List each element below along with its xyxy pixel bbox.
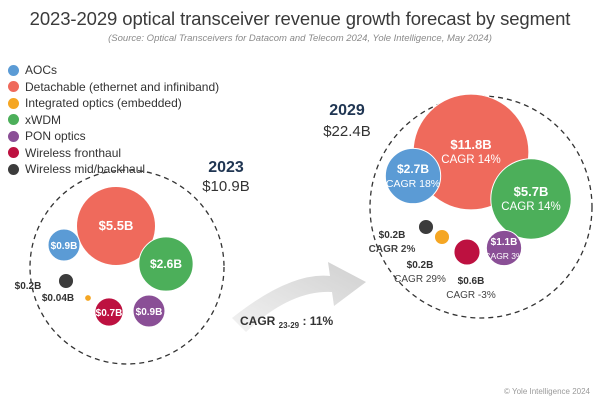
chart-title: 2023-2029 optical transceiver revenue gr… <box>29 8 571 29</box>
cagr-2029-midbackhaul: CAGR 2% <box>369 244 416 255</box>
cagr-arrow-label: CAGR 23-29 : 11% <box>240 314 333 330</box>
legend-dot-integrated <box>8 97 19 109</box>
legend-dot-aoc <box>8 64 19 76</box>
legend: AOCs Detachable (ethernet and infiniband… <box>8 62 219 178</box>
label-2029-pon: $1.1B <box>491 237 518 248</box>
bubble-2023-xwdm <box>138 236 194 292</box>
year-label-2023: 2023 <box>208 159 244 176</box>
label-2023-pon: $0.9B <box>136 307 163 318</box>
bubble-2029-xwdm <box>490 158 572 240</box>
label-2023-aoc: $0.9B <box>51 241 78 252</box>
legend-label-integrated: Integrated optics (embedded) <box>25 96 182 111</box>
cagr-2029-xwdm: CAGR 14% <box>501 201 560 213</box>
legend-dot-fronthaul <box>8 147 19 159</box>
cagr-2029-pon: CAGR 3% <box>484 251 524 261</box>
bubble-2029-midbackhaul <box>417 218 435 236</box>
bubble-2023-pon <box>132 294 166 328</box>
legend-item-fronthaul: Wireless fronthaul <box>8 145 219 162</box>
label-2023-fronthaul: $0.7B <box>96 308 123 319</box>
legend-item-midbackhaul: Wireless mid/backhaul <box>8 161 219 178</box>
label-2029-aoc: $2.7B <box>397 162 429 176</box>
bubble-2023-aoc <box>47 228 81 262</box>
label-2029-detachable: $11.8B <box>450 137 491 152</box>
bubble-2023-fronthaul <box>94 297 124 327</box>
legend-item-integrated: Integrated optics (embedded) <box>8 95 219 112</box>
label-2023-midbackhaul: $0.2B <box>15 281 42 292</box>
cagr-arrow <box>232 262 366 332</box>
total-label-2023: $10.9B <box>202 178 250 195</box>
legend-item-pon: PON optics <box>8 128 219 145</box>
bubble-2029-pon <box>485 229 523 267</box>
bubble-2023-integrated <box>84 294 92 302</box>
legend-item-aoc: AOCs <box>8 62 219 79</box>
label-2023-xwdm: $2.6B <box>150 257 182 271</box>
cagr-2029-integrated: CAGR 29% <box>394 274 446 285</box>
cagr-arrow-value: : 11% <box>299 314 333 328</box>
copyright-footer: © Yole Intelligence 2024 <box>504 387 590 396</box>
label-2029-xwdm: $5.7B <box>514 184 549 199</box>
label-2029-integrated: $0.2B <box>407 260 434 271</box>
cagr-2029-fronthaul: CAGR -3% <box>446 290 496 301</box>
bubble-2023-midbackhaul <box>57 272 75 290</box>
label-2023-detachable: $5.5B <box>99 218 134 233</box>
legend-dot-xwdm <box>8 114 19 126</box>
outline-circle-2023 <box>29 169 225 365</box>
label-2023-integrated: $0.04B <box>42 293 74 304</box>
cagr-arrow-prefix: CAGR <box>240 314 279 328</box>
legend-label-aoc: AOCs <box>25 63 58 78</box>
bubble-2029-integrated <box>433 228 451 246</box>
label-2029-fronthaul: $0.6B <box>458 276 485 287</box>
year-label-2029: 2029 <box>329 102 365 119</box>
legend-dot-midbackhaul <box>8 163 19 175</box>
chart-subtitle: (Source: Optical Transceivers for Dataco… <box>108 33 492 44</box>
legend-label-xwdm: xWDM <box>25 112 61 127</box>
bubble-2029-aoc <box>384 147 442 205</box>
bubble-2023-detachable <box>76 186 156 266</box>
legend-item-xwdm: xWDM <box>8 112 219 129</box>
cagr-2029-aoc: CAGR 18% <box>386 178 440 190</box>
legend-label-midbackhaul: Wireless mid/backhaul <box>25 162 146 177</box>
cagr-arrow-period: 23-29 <box>279 321 300 330</box>
bubble-2029-fronthaul <box>453 238 481 266</box>
cagr-2029-detachable: CAGR 14% <box>441 154 500 166</box>
label-2029-midbackhaul: $0.2B <box>379 230 406 241</box>
legend-label-pon: PON optics <box>25 129 86 144</box>
legend-item-detachable: Detachable (ethernet and infiniband) <box>8 79 219 96</box>
legend-label-detachable: Detachable (ethernet and infiniband) <box>25 79 220 94</box>
total-label-2029: $22.4B <box>323 123 371 140</box>
legend-dot-detachable <box>8 81 19 93</box>
legend-dot-pon <box>8 130 19 142</box>
legend-label-fronthaul: Wireless fronthaul <box>25 145 122 160</box>
